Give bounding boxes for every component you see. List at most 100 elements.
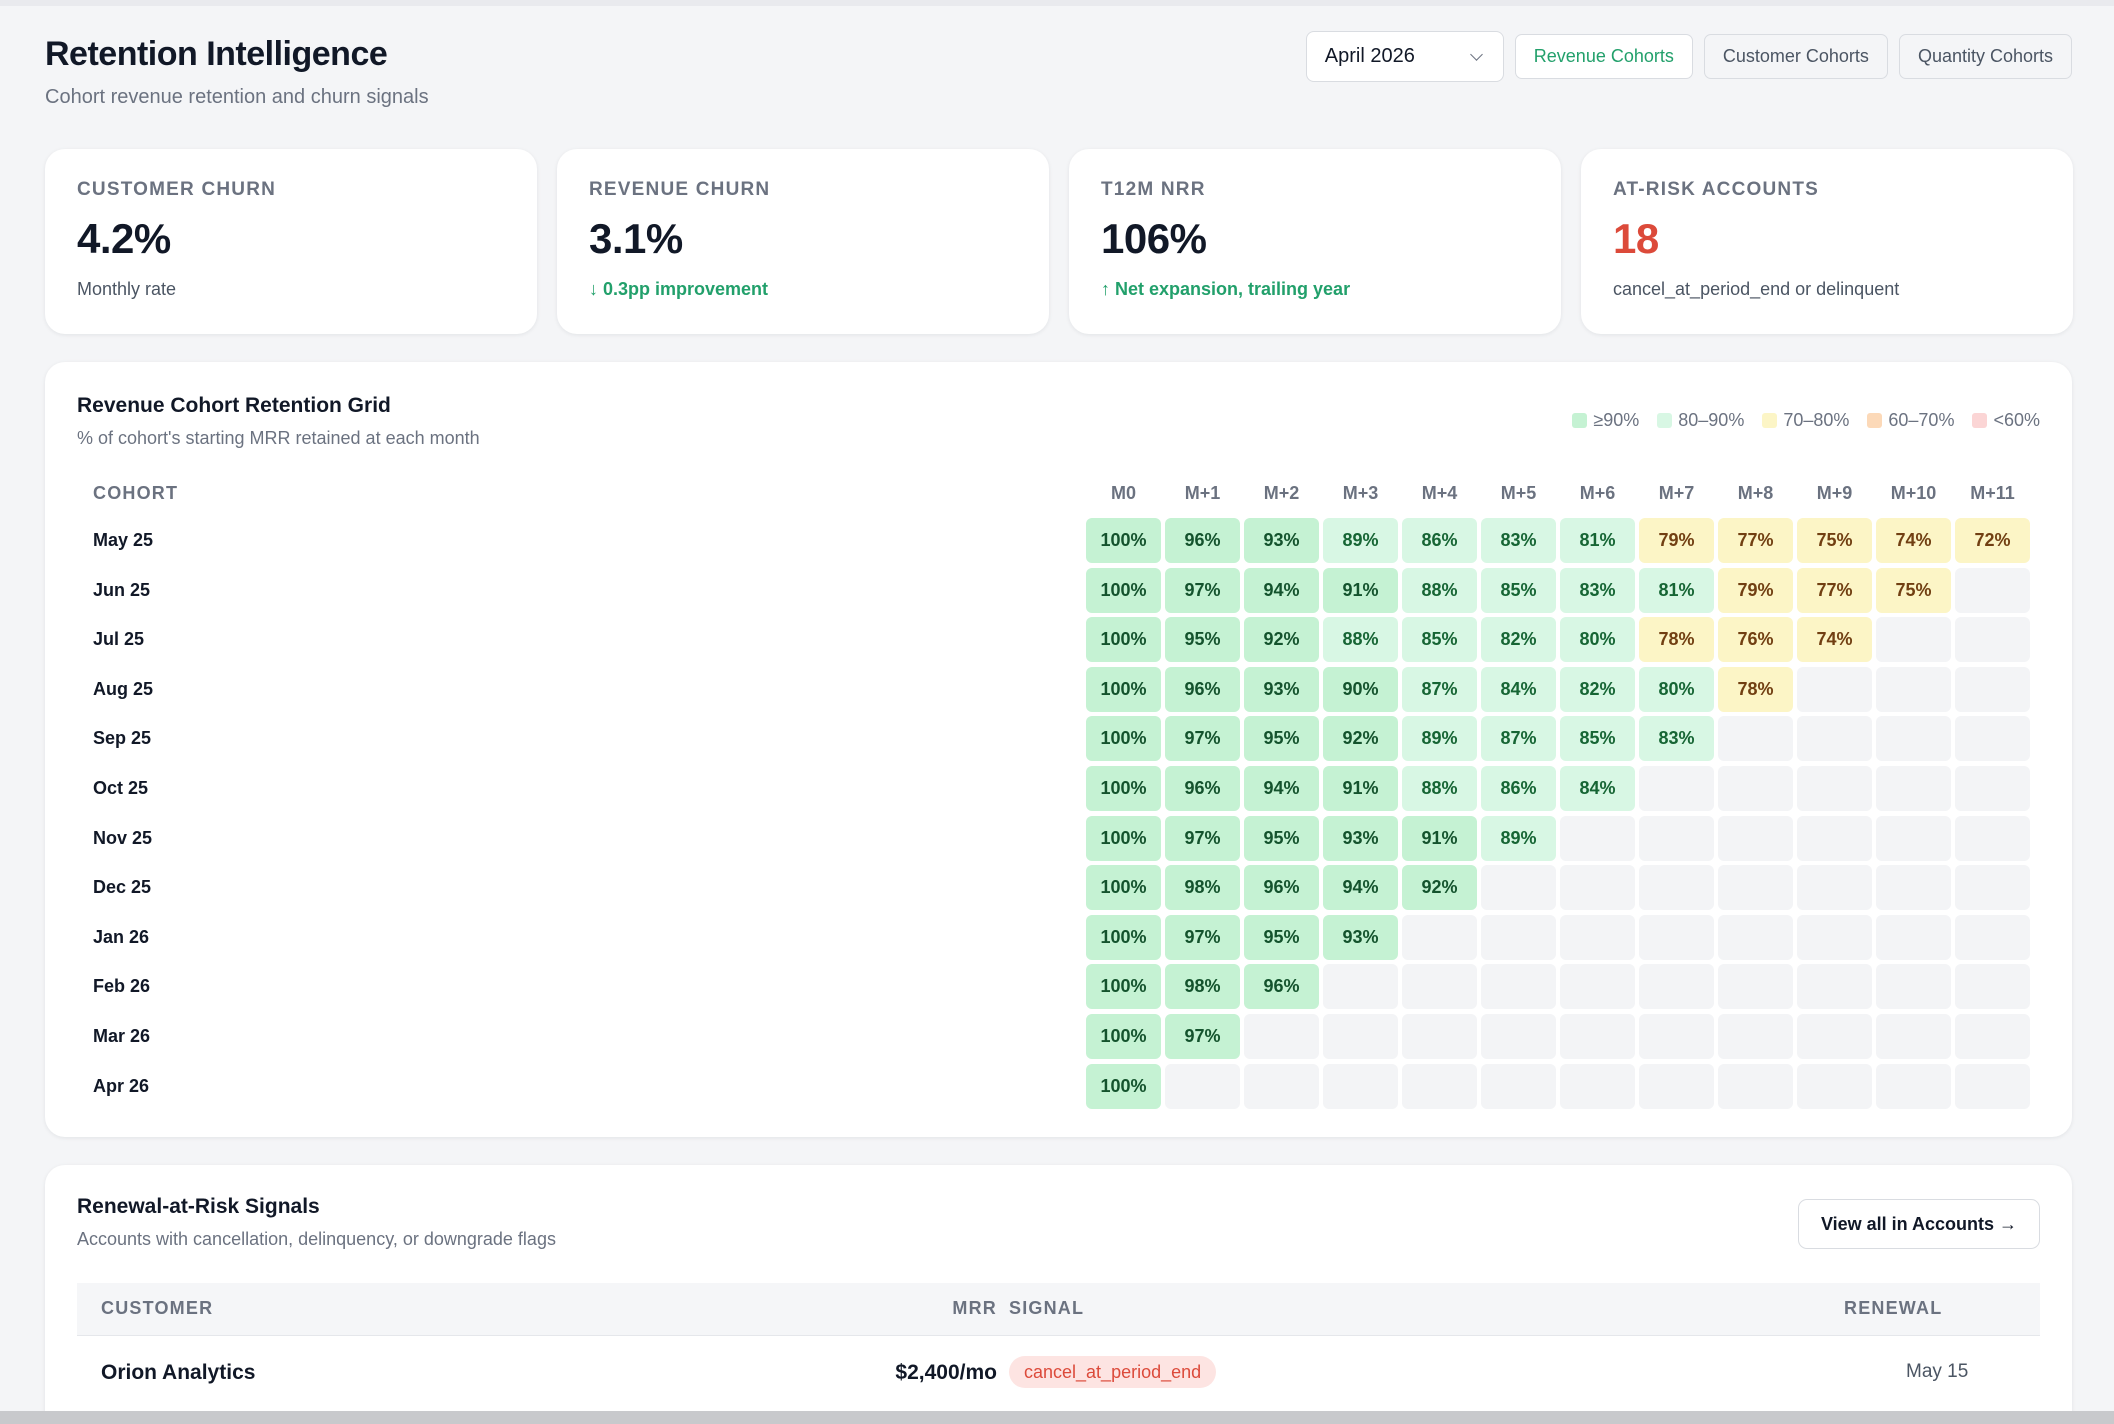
retention-cell[interactable]: 75% [1797, 518, 1872, 563]
retention-cell[interactable]: 84% [1560, 765, 1635, 811]
retention-cell[interactable]: 100% [1086, 1013, 1161, 1059]
retention-cell[interactable]: 78% [1639, 617, 1714, 663]
tab-revenue-cohorts[interactable]: Revenue Cohorts [1514, 34, 1693, 79]
retention-cell[interactable]: 86% [1481, 765, 1556, 811]
retention-cell[interactable]: 77% [1718, 518, 1793, 563]
retention-cell[interactable]: 100% [1086, 914, 1161, 960]
retention-cell[interactable]: 100% [1086, 815, 1161, 861]
tab-customer-cohorts[interactable]: Customer Cohorts [1703, 34, 1888, 79]
retention-cell[interactable]: 91% [1323, 765, 1398, 811]
retention-cell[interactable]: 100% [1086, 1063, 1161, 1109]
empty-retention-cell [1560, 914, 1635, 960]
retention-cells: 100% 95% 92% 88% 85% 82% 80% 78% 76% 74% [1086, 617, 2030, 663]
retention-cell[interactable]: 93% [1244, 518, 1319, 563]
retention-cell[interactable]: 92% [1323, 716, 1398, 762]
retention-cell[interactable]: 100% [1086, 518, 1161, 563]
retention-cell[interactable]: 81% [1639, 567, 1714, 613]
retention-cell[interactable]: 97% [1165, 815, 1240, 861]
retention-cell[interactable]: 84% [1481, 666, 1556, 712]
retention-cell[interactable]: 83% [1560, 567, 1635, 613]
retention-cell[interactable]: 100% [1086, 765, 1161, 811]
retention-cell[interactable]: 79% [1718, 567, 1793, 613]
view-all-accounts-button[interactable]: View all in Accounts → [1797, 1199, 2040, 1249]
empty-retention-cell [1876, 716, 1951, 762]
signal-badge: cancel_at_period_end [1009, 1356, 1217, 1388]
retention-cell[interactable]: 86% [1402, 518, 1477, 563]
month-select[interactable]: April 2026 [1305, 31, 1504, 82]
retention-cell[interactable]: 97% [1165, 914, 1240, 960]
retention-cell[interactable]: 100% [1086, 964, 1161, 1010]
retention-cell[interactable]: 96% [1165, 666, 1240, 712]
retention-cell[interactable]: 85% [1402, 617, 1477, 663]
retention-cell[interactable]: 77% [1797, 567, 1872, 613]
retention-cell[interactable]: 100% [1086, 716, 1161, 762]
retention-cell[interactable]: 76% [1718, 617, 1793, 663]
retention-cell[interactable]: 93% [1323, 914, 1398, 960]
retention-cell[interactable]: 93% [1244, 666, 1319, 712]
retention-cell[interactable]: 74% [1876, 518, 1951, 563]
retention-cell[interactable]: 88% [1323, 617, 1398, 663]
retention-cell[interactable]: 92% [1244, 617, 1319, 663]
kpi-label: REVENUE CHURN [589, 179, 771, 200]
retention-cell[interactable]: 100% [1086, 567, 1161, 613]
retention-cell[interactable]: 98% [1165, 964, 1240, 1010]
retention-cell[interactable]: 91% [1402, 815, 1477, 861]
retention-cell[interactable]: 94% [1244, 567, 1319, 613]
retention-cell[interactable]: 97% [1165, 1013, 1240, 1059]
customer-name[interactable]: Orion Analytics [101, 1361, 256, 1384]
retention-cell[interactable]: 100% [1086, 666, 1161, 712]
retention-cell[interactable]: 100% [1086, 617, 1161, 663]
retention-cell[interactable]: 82% [1560, 666, 1635, 712]
retention-cell[interactable]: 80% [1560, 617, 1635, 663]
retention-cell[interactable]: 87% [1402, 666, 1477, 712]
retention-cell[interactable]: 74% [1797, 617, 1872, 663]
retention-cell[interactable]: 91% [1323, 567, 1398, 613]
retention-cell[interactable]: 89% [1481, 815, 1556, 861]
kpi-note: ↑ Net expansion, trailing year [1101, 279, 1351, 299]
legend-label: 70–80% [1783, 410, 1850, 430]
empty-retention-cell [1560, 964, 1635, 1010]
retention-cell[interactable]: 80% [1639, 666, 1714, 712]
retention-cell[interactable]: 85% [1481, 567, 1556, 613]
retention-cell[interactable]: 95% [1244, 716, 1319, 762]
empty-retention-cell [1402, 964, 1477, 1010]
retention-cell[interactable]: 72% [1955, 518, 2030, 563]
retention-cell[interactable]: 95% [1244, 914, 1319, 960]
retention-cell[interactable]: 90% [1323, 666, 1398, 712]
retention-cell[interactable]: 89% [1323, 518, 1398, 563]
retention-cell[interactable]: 100% [1086, 865, 1161, 911]
retention-cell[interactable]: 82% [1481, 617, 1556, 663]
retention-cell[interactable]: 96% [1244, 964, 1319, 1010]
retention-cell[interactable]: 95% [1165, 617, 1240, 663]
retention-cell[interactable]: 85% [1560, 716, 1635, 762]
retention-cell[interactable]: 97% [1165, 716, 1240, 762]
retention-cell[interactable]: 96% [1165, 765, 1240, 811]
empty-retention-cell [1797, 716, 1872, 762]
retention-cell[interactable]: 94% [1244, 765, 1319, 811]
horizontal-scrollbar[interactable] [0, 1411, 2114, 1424]
retention-cell[interactable]: 88% [1402, 765, 1477, 811]
table-row[interactable]: Orion Analytics $2,400/mo cancel_at_peri… [77, 1336, 2040, 1411]
retention-cell[interactable]: 98% [1165, 865, 1240, 911]
column-header-renewal: RENEWAL [1844, 1298, 1943, 1318]
retention-cell[interactable]: 93% [1323, 815, 1398, 861]
retention-cell[interactable]: 78% [1718, 666, 1793, 712]
retention-cell[interactable]: 87% [1481, 716, 1556, 762]
empty-retention-cell [1639, 1063, 1714, 1109]
retention-cell[interactable]: 97% [1165, 567, 1240, 613]
retention-cell[interactable]: 83% [1481, 518, 1556, 563]
tab-quantity-cohorts[interactable]: Quantity Cohorts [1898, 34, 2072, 79]
retention-cell[interactable]: 81% [1560, 518, 1635, 563]
empty-retention-cell [1560, 865, 1635, 911]
retention-cell[interactable]: 94% [1323, 865, 1398, 911]
retention-cell[interactable]: 75% [1876, 567, 1951, 613]
retention-cell[interactable]: 83% [1639, 716, 1714, 762]
retention-cell[interactable]: 96% [1244, 865, 1319, 911]
retention-cell[interactable]: 92% [1402, 865, 1477, 911]
retention-cell[interactable]: 96% [1165, 518, 1240, 563]
retention-cell[interactable]: 88% [1402, 567, 1477, 613]
retention-cell[interactable]: 79% [1639, 518, 1714, 563]
retention-cells: 100% 98% 96% [1086, 964, 2030, 1010]
retention-cell[interactable]: 95% [1244, 815, 1319, 861]
retention-cell[interactable]: 89% [1402, 716, 1477, 762]
